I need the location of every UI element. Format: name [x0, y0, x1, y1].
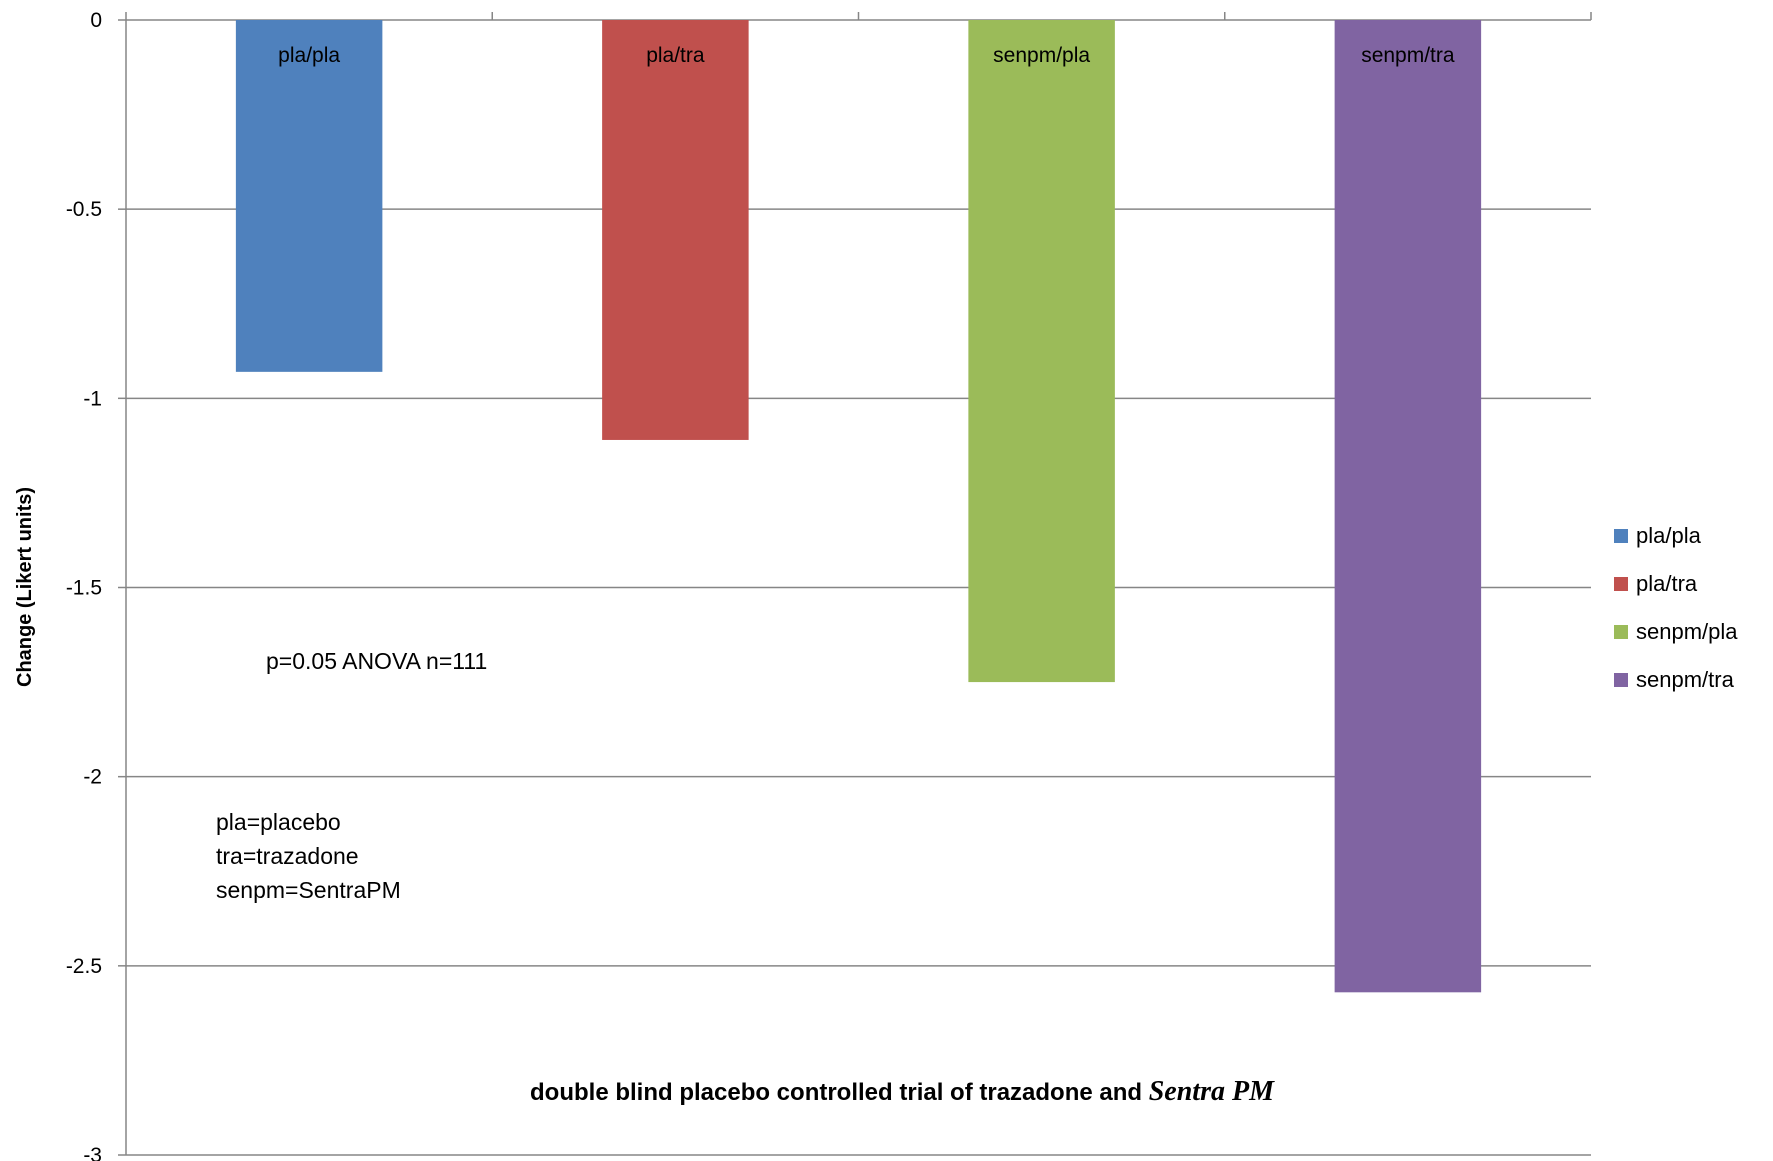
bar-label: pla/pla [278, 44, 340, 67]
y-tick-label: -2.5 [66, 955, 102, 978]
y-axis-label: Change (Likert units) [14, 487, 36, 687]
y-tick-label: -2 [83, 766, 102, 789]
key-line: tra=trazadone [216, 843, 359, 869]
legend-label: pla/tra [1636, 571, 1698, 596]
bar-label: senpm/tra [1361, 44, 1455, 67]
key-line: senpm=SentraPM [216, 877, 401, 903]
legend-label: pla/pla [1636, 523, 1702, 548]
abbreviation-key: pla=placebo tra=trazadone senpm=SentraPM [216, 809, 401, 903]
bar-labels: pla/pla pla/tra senpm/pla senpm/tra [278, 44, 1455, 67]
y-tick-label: -1 [83, 387, 102, 410]
legend-swatch [1614, 673, 1628, 687]
y-tick-label: -1.5 [66, 577, 102, 600]
y-tick-label: -0.5 [66, 198, 102, 221]
chart-title: double blind placebo controlled trial of… [530, 1076, 1275, 1107]
chart-title-italic: Sentra PM [1149, 1076, 1275, 1107]
bar [1334, 20, 1482, 993]
bars [235, 20, 1482, 993]
legend: pla/pla pla/tra senpm/pla senpm/tra [1614, 523, 1738, 692]
bar [968, 20, 1115, 683]
key-line: pla=placebo [216, 809, 341, 835]
y-tick-label: 0 [90, 9, 102, 32]
stats-annotation: p=0.05 ANOVA n=111 [266, 648, 487, 674]
legend-swatch [1614, 529, 1628, 543]
legend-label: senpm/pla [1636, 619, 1738, 644]
axes [118, 12, 1592, 1156]
bar-label: senpm/pla [993, 44, 1090, 67]
legend-swatch [1614, 625, 1628, 639]
legend-label: senpm/tra [1636, 667, 1735, 692]
bar [235, 20, 383, 372]
bar [602, 20, 749, 440]
bar-label: pla/tra [646, 44, 705, 67]
legend-swatch [1614, 577, 1628, 591]
chart-title-plain: double blind placebo controlled trial of… [530, 1079, 1149, 1106]
y-tick-labels: 0 -0.5 -1 -1.5 -2 -2.5 -3 [66, 9, 102, 1161]
y-tick-label: -3 [83, 1144, 102, 1161]
